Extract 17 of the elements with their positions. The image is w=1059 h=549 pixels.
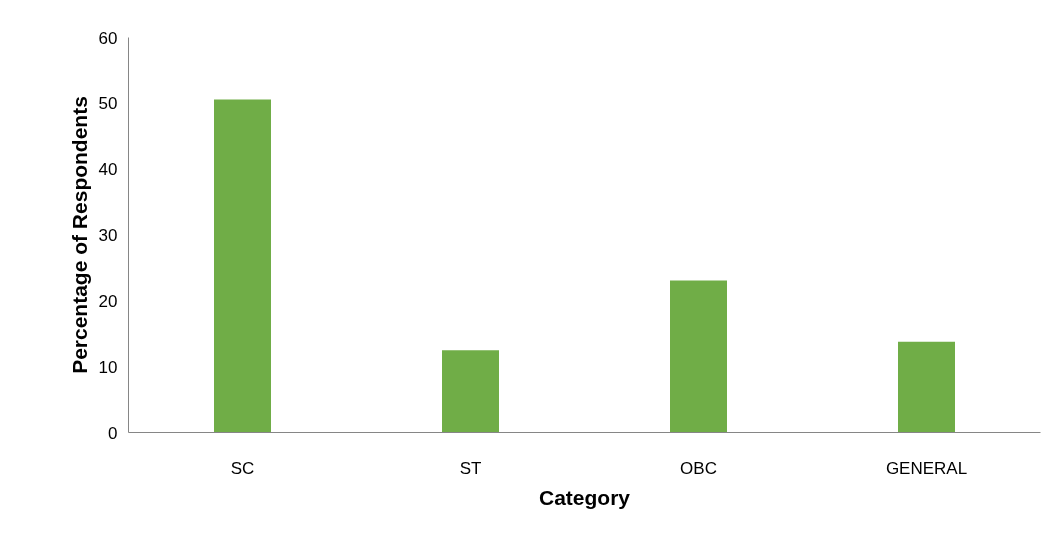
x-tick-label: SC: [230, 458, 255, 478]
bar: [670, 280, 727, 433]
y-tick-label: 10: [98, 357, 118, 377]
bar: [214, 99, 271, 433]
bar: [898, 341, 955, 433]
x-tick-label: OBC: [680, 458, 717, 478]
x-tick-label: GENERAL: [885, 458, 968, 478]
y-axis-title: Percentage of Respondents: [67, 96, 91, 374]
y-tick-label: 20: [98, 291, 118, 311]
y-tick-label: 30: [98, 226, 118, 245]
bar: [442, 350, 499, 433]
y-tick-label: 40: [98, 160, 118, 180]
x-axis-title: Category: [538, 485, 631, 509]
y-tick-label: 0: [108, 423, 118, 443]
y-tick-label: 50: [98, 94, 118, 114]
y-tick-label: 60: [98, 28, 118, 48]
x-tick-label: ST: [459, 458, 482, 478]
